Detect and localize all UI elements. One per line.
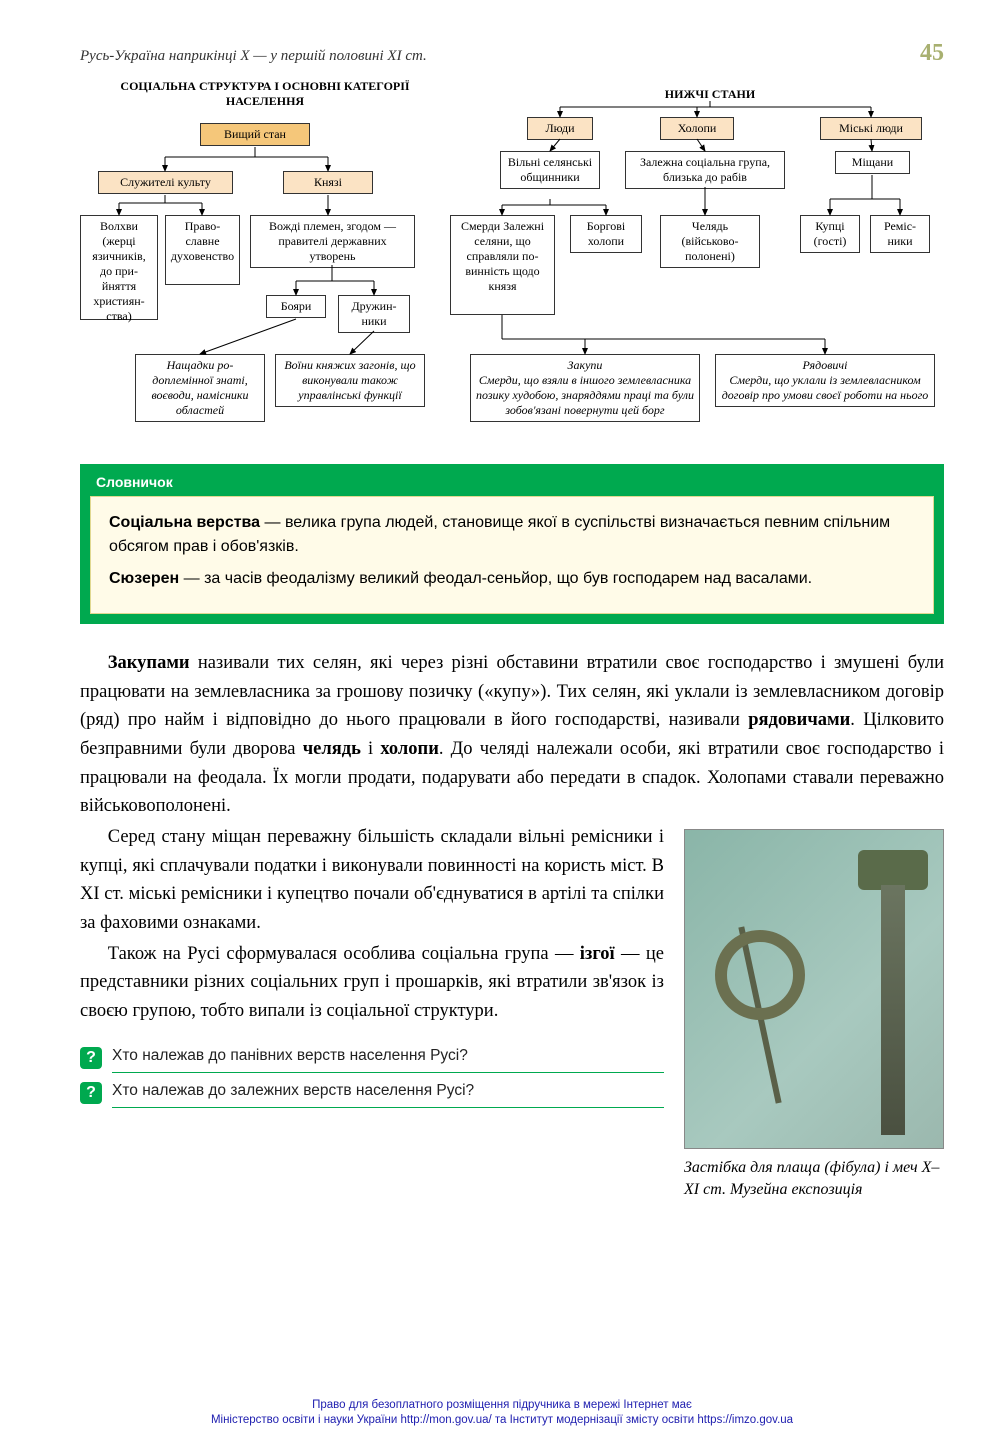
box-zalezhna: Залежна соціальна група, близька до рабі… [625,151,785,189]
paragraph-3: Також на Русі сформувалася особлива соці… [80,940,664,1026]
footer-line-1: Право для безоплатного розміщення підруч… [312,1399,692,1411]
box-princes: Князі [283,171,373,194]
glossary-entry-1: Соціальна верства — велика група людей, … [109,511,915,559]
running-header: Русь-Україна наприкінці X — у першій пол… [80,40,944,67]
question-icon: ? [80,1047,102,1069]
question-2: ? Хто належав до залежних верств населен… [80,1079,664,1108]
question-text: Хто належав до залежних верств населення… [112,1079,664,1108]
paragraph-1: Закупами називали тих селян, які через р… [80,649,944,821]
diagram-title-right: НИЖЧІ СТАНИ [630,87,790,102]
footer-line-2: Міністерство освіти і науки України http… [211,1414,793,1426]
question-icon: ? [80,1082,102,1104]
box-liudy: Люди [527,117,593,140]
social-structure-diagram: СОЦІАЛЬНА СТРУКТУРА І ОСНОВНІ КАТЕГОРІЇ … [80,79,950,449]
box-kuptsi: Купці (гості) [800,215,860,253]
figure: Застібка для плаща (фібула) і меч X–XI с… [684,829,944,1200]
box-miski-liudy: Міські люди [820,117,922,140]
question-1: ? Хто належав до панівних верств населен… [80,1044,664,1073]
question-text: Хто належав до панівних верств населення… [112,1044,664,1073]
box-upper-estate: Вищий стан [200,123,310,146]
box-volkhvy: Волхви (жерці язичників, до при­йняття х… [80,215,158,320]
figure-image [684,829,944,1149]
box-zakupy: Закупи Смерди, що взяли в іншого землевл… [470,354,700,422]
paragraph-2: Серед стану міщан переважну більшість ск… [80,823,664,938]
box-chelyad: Челядь (військово­полонені) [660,215,760,268]
box-druzhynnyky: Дружин­ники [338,295,410,333]
questions-block: ? Хто належав до панівних верств населен… [80,1044,664,1108]
box-orthodox: Право­славне духовен­ство [165,215,240,285]
box-mishchany: Міщани [835,151,910,174]
glossary-entry-2: Сюзерен — за часів феодалізму великий фе… [109,567,915,591]
diagram-title-left: СОЦІАЛЬНА СТРУКТУРА І ОСНОВНІ КАТЕГОРІЇ … [110,79,420,109]
box-boyars: Бояри [266,295,326,318]
box-remis: Реміс­ники [870,215,930,253]
box-kholopy: Холопи [660,117,734,140]
page-footer: Право для безоплатного розміщення підруч… [0,1398,1004,1429]
box-vilni: Вільні селянські общинники [500,151,600,189]
figure-caption: Застібка для плаща (фібула) і меч X–XI с… [684,1157,944,1200]
box-voiny: Воїни княжих заго­нів, що виконували так… [275,354,425,407]
box-borg: Боргові холопи [570,215,642,253]
page-number: 45 [920,40,944,67]
box-nashchadky: Нащадки ро­доплемінної знаті, воєводи, н… [135,354,265,422]
body-text: Закупами називали тих селян, які через р… [80,649,944,1200]
box-chiefs: Вожді племен, зго­дом — правителі держав… [250,215,415,268]
chapter-title: Русь-Україна наприкінці X — у першій пол… [80,48,427,65]
box-riadovychi: Рядовичі Смерди, що уклали із земле­влас… [715,354,935,407]
glossary-box: Словничок Соціальна верства — велика гру… [80,464,944,624]
glossary-title: Словничок [90,474,934,490]
box-smerdy: Смерди Залежні селяни, що справляли по­в… [450,215,555,315]
box-clergy: Служителі культу [98,171,233,194]
glossary-body: Соціальна верства — велика група людей, … [90,496,934,614]
